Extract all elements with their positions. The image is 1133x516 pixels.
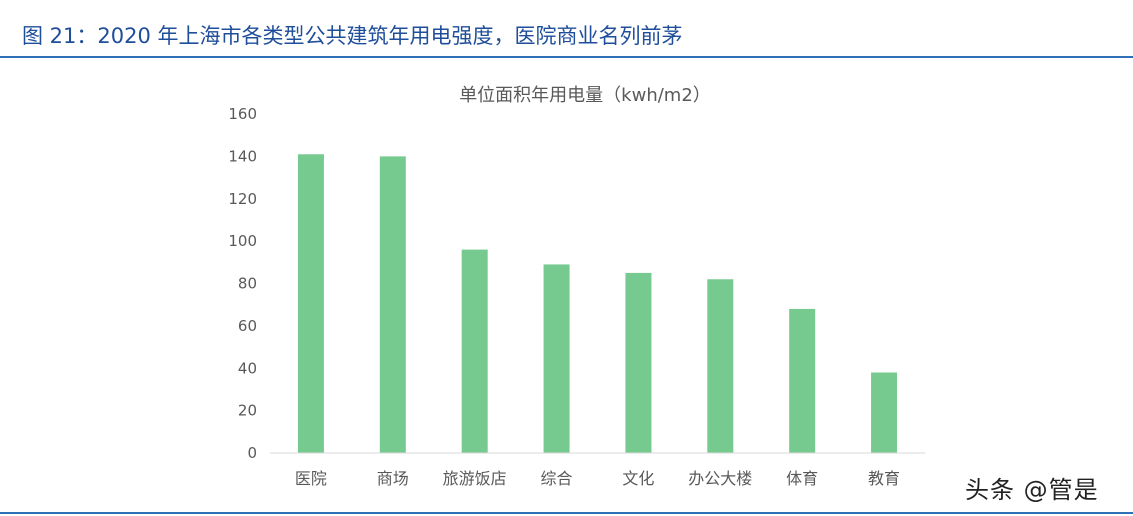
bar [297,154,324,453]
y-tick-label: 140 [228,147,257,165]
y-tick-label: 20 [238,402,257,420]
x-tick-label: 医院 [295,469,327,488]
top-rule [0,56,1133,58]
x-tick-label: 文化 [622,469,654,488]
y-tick-label: 60 [238,317,257,335]
y-tick-label: 40 [238,359,257,377]
x-tick-label: 旅游饭店 [443,469,507,488]
y-axis-ticks: 0 20 40 60 80 100 120 140 160 [228,105,257,462]
bottom-rule [0,512,1133,514]
y-tick-label: 0 [247,444,257,462]
y-tick-label: 80 [238,275,257,293]
x-tick-label: 商场 [377,469,409,488]
bars [297,154,898,453]
figure-caption: 图 21：2020 年上海市各类型公共建筑年用电强度，医院商业名列前茅 [22,24,683,48]
chart-title: 单位面积年用电量（kwh/m2） [459,85,711,106]
x-tick-label: 办公大楼 [688,469,752,488]
y-tick-label: 120 [228,190,257,208]
x-tick-label: 教育 [868,469,900,488]
x-tick-label: 综合 [541,469,573,488]
y-tick-label: 160 [228,105,257,123]
bar [625,272,652,453]
bar [707,279,734,453]
bar [379,156,406,453]
watermark: 头条 @管是 [965,476,1099,504]
x-axis-labels: 医院 商场 旅游饭店 综合 文化 办公大楼 体育 教育 [295,469,900,488]
bar [461,249,488,453]
x-tick-label: 体育 [786,469,818,488]
bar [871,372,898,453]
bar [789,308,816,453]
y-tick-label: 100 [228,232,257,250]
bar [543,264,570,453]
